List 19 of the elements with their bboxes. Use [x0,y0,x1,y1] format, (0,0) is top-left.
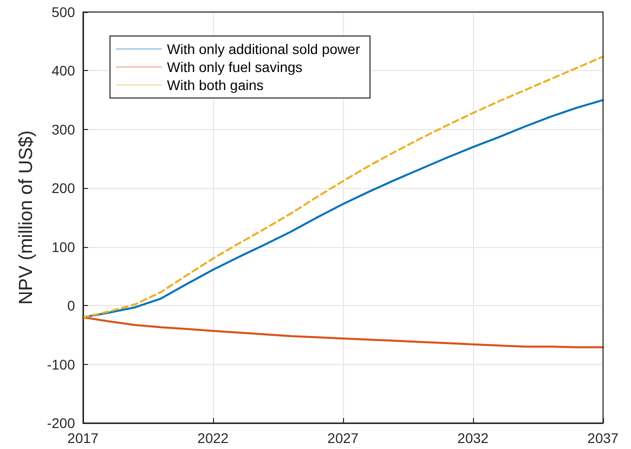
y-tick-label: 100 [52,238,76,255]
y-tick-label: 0 [67,298,76,314]
line-series [82,56,604,318]
x-tick-label: 2032 [457,430,489,446]
line-series [82,316,604,348]
y-tick-label: 500 [52,4,76,20]
y-tick-label: -100 [46,356,76,372]
y-tick-label: 200 [52,180,76,196]
y-axis-title: NPV (million of US$) [16,130,38,305]
x-tick-label: 2027 [327,430,359,446]
x-tick-label: 2017 [67,430,99,446]
legend-label: With only fuel savings [167,59,302,75]
y-tick-label: 400 [52,62,76,79]
legend-label: With both gains [167,77,264,93]
x-tick-label: 2022 [197,430,229,446]
x-tick-label: 2037 [587,430,619,446]
y-tick-label: -200 [46,415,76,431]
legend-label: With only additional sold power [167,41,360,57]
y-tick-label: 300 [52,121,76,138]
